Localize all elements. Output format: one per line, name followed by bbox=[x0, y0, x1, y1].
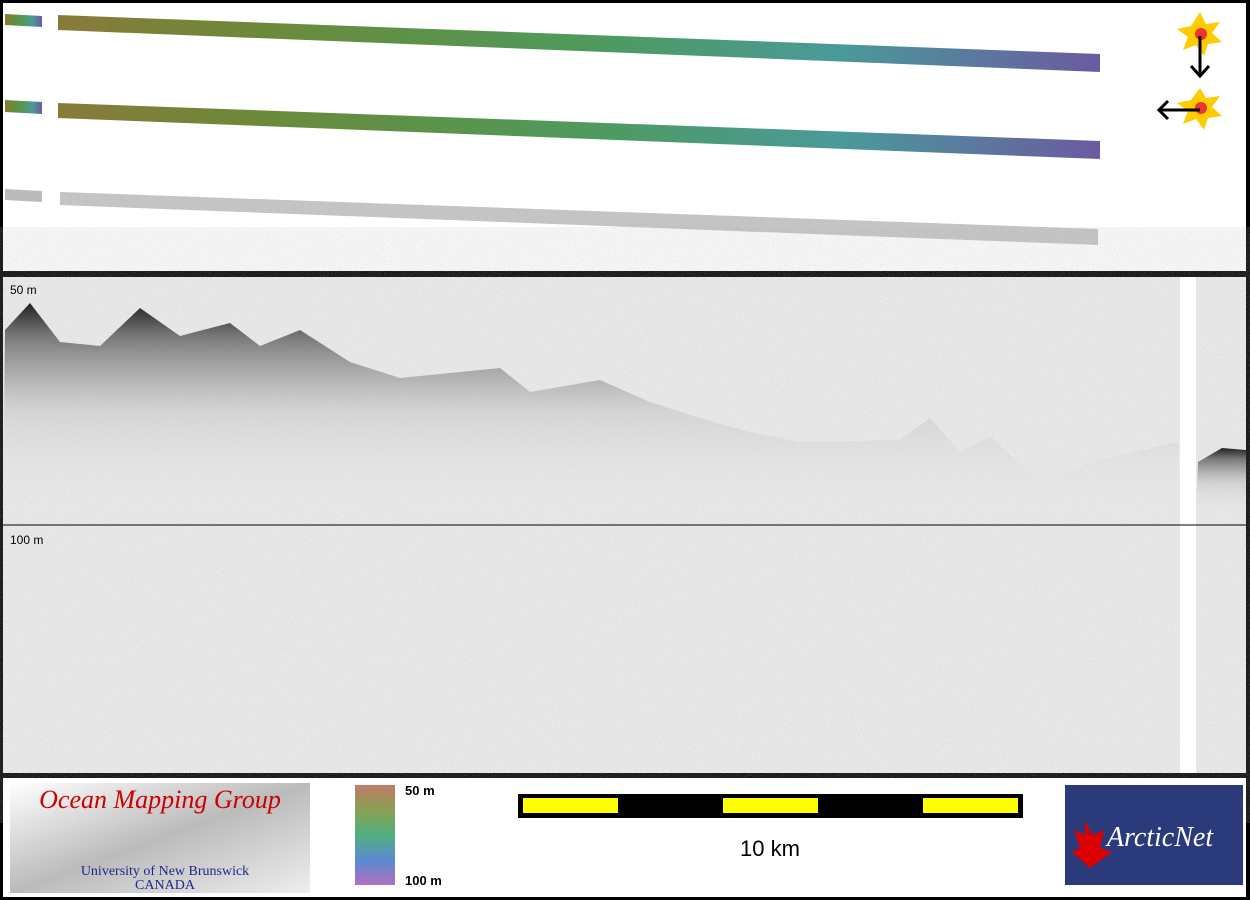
maple-leaf bbox=[1072, 820, 1112, 868]
logo-text: University of New Brunswick bbox=[81, 864, 249, 879]
logo-text: CANADA bbox=[135, 878, 196, 893]
logo-title: Ocean Mapping Group bbox=[39, 785, 281, 814]
depth-label: 50 m bbox=[10, 283, 37, 297]
omg-logo bbox=[10, 783, 310, 893]
swath bbox=[5, 14, 42, 27]
swath bbox=[5, 189, 42, 202]
colorbar-label: 100 m bbox=[405, 873, 442, 888]
colorbar-label: 50 m bbox=[405, 783, 435, 798]
sun-icon bbox=[1156, 12, 1222, 130]
depth-label: 100 m bbox=[10, 533, 43, 547]
seafloor bbox=[3, 303, 1178, 520]
seafloor bbox=[1196, 448, 1246, 520]
colorbar bbox=[355, 785, 395, 885]
swath bbox=[5, 100, 42, 114]
scale-bar bbox=[518, 794, 1023, 818]
swath bbox=[58, 15, 1100, 72]
swath bbox=[58, 103, 1100, 159]
partner-logo: ArcticNet bbox=[1105, 822, 1214, 853]
scale-label: 10 km bbox=[740, 836, 800, 861]
swath bbox=[60, 192, 1098, 245]
